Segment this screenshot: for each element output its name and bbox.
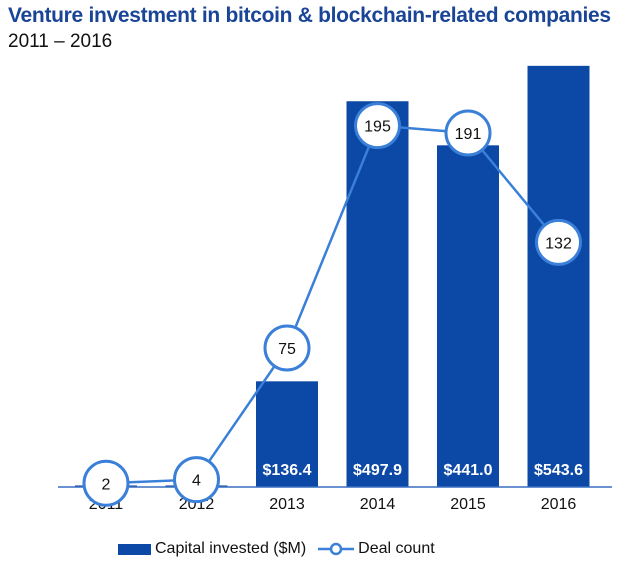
deal-count-marker-2013: [263, 324, 311, 372]
combo-chart: $136.4$497.9$441.0$543.62011201220132014…: [58, 65, 612, 513]
bar-value-label-2013: $136.4: [263, 462, 312, 479]
deal-count-label-2016: 132: [545, 235, 572, 252]
legend-bar-label: Capital invested ($M): [155, 540, 307, 557]
bar-2014: [346, 101, 409, 488]
chart-subtitle: 2011 – 2016: [8, 31, 113, 52]
bar-2015: [437, 145, 499, 487]
bar-value-label-2014: $497.9: [353, 462, 402, 479]
deal-count-marker-2011: [82, 459, 130, 507]
deal-count-label-2014: 195: [364, 119, 391, 136]
deal-count-marker-2016: [535, 218, 582, 266]
bar-value-label-2015: $441.0: [444, 462, 493, 479]
bar-2016: [527, 65, 590, 488]
x-tick-label-2013: 2013: [269, 496, 305, 513]
deal-count-marker-2012: [173, 456, 220, 504]
legend-item-deal-count: Deal count: [318, 540, 435, 558]
legend-line-swatch: [318, 542, 355, 556]
deal-count-label-2015: 191: [455, 126, 482, 143]
deal-count-marker-2014: [354, 102, 401, 150]
x-tick-label-2014: 2014: [360, 496, 396, 513]
x-tick-label-2016: 2016: [541, 496, 577, 513]
bar-value-label-2016: $543.6: [534, 462, 583, 479]
chart-legend: Capital invested ($M) Deal count: [118, 540, 447, 558]
deal-count-label-2012: 4: [192, 473, 201, 490]
legend-bar-swatch: [118, 543, 151, 555]
legend-line-label: Deal count: [358, 540, 435, 557]
x-tick-label-2015: 2015: [450, 496, 486, 513]
deal-count-label-2013: 75: [278, 341, 296, 358]
deal-count-marker-2015: [444, 109, 492, 157]
deal-count-label-2011: 2: [102, 476, 111, 493]
bar-2013: [256, 381, 318, 487]
chart-title: Venture investment in bitcoin & blockcha…: [8, 4, 611, 27]
legend-item-capital: Capital invested ($M): [118, 540, 306, 558]
